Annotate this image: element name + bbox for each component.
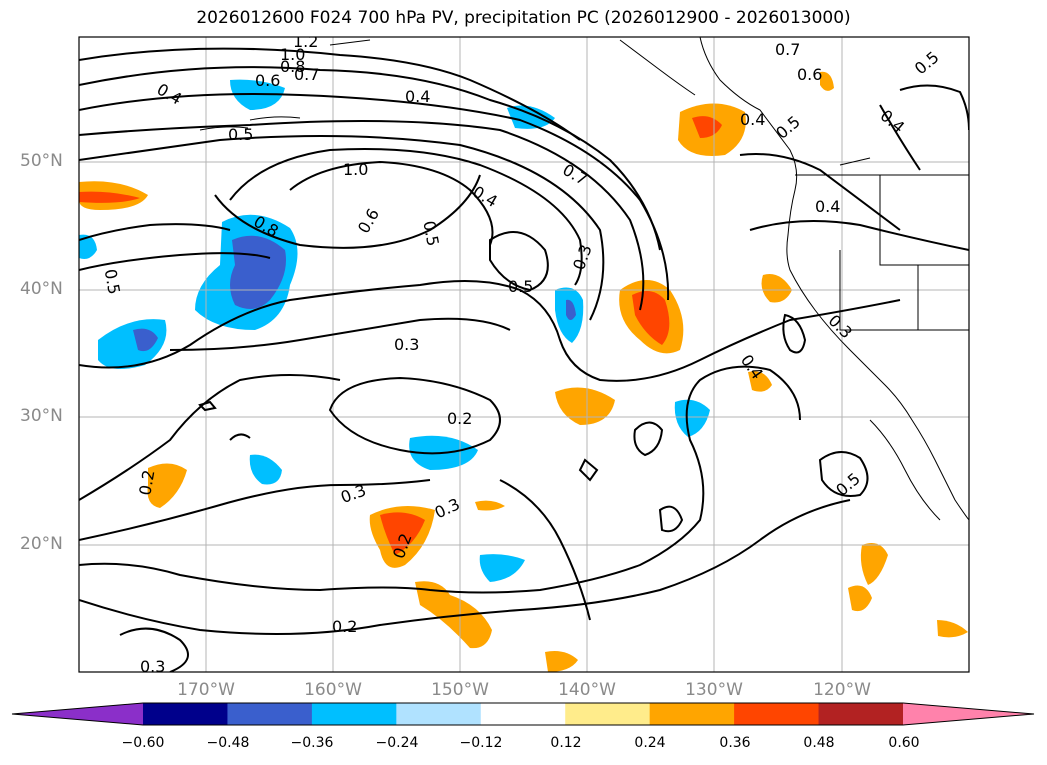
lat-label-20n: 20°N (20, 534, 63, 554)
colorbar-tick-label: −0.48 (206, 735, 250, 751)
contour-label: 0.5 (419, 219, 442, 247)
colorbar-segment (143, 703, 228, 725)
lat-label-50n: 50°N (20, 151, 63, 171)
contour-label: 0.5 (508, 277, 533, 296)
map-frame (78, 36, 970, 673)
precip-shading (79, 71, 968, 672)
contour-label: 0.7 (775, 40, 800, 59)
contour-label: 0.4 (877, 106, 909, 137)
colorbar (11, 702, 1035, 726)
lat-label-40n: 40°N (20, 279, 63, 299)
chart-title: 2026012600 F024 700 hPa PV, precipitatio… (196, 8, 851, 28)
colorbar-tick-label: −0.36 (290, 735, 334, 751)
colorbar-segment (734, 703, 820, 725)
contour-label: 0.2 (135, 468, 158, 496)
colorbar-tick-label: 0.48 (803, 735, 835, 751)
contour-label: 0.7 (294, 65, 319, 84)
colorbar-segment (565, 703, 651, 725)
contour-label: 1.2 (293, 32, 318, 51)
colorbar-tick-label: 0.60 (888, 735, 920, 751)
contour-label: 0.6 (797, 65, 822, 84)
colorbar-segment (227, 703, 313, 725)
lat-label-30n: 30°N (20, 406, 63, 426)
colorbar-segment (480, 703, 566, 725)
lon-label-130w: 130°W (685, 680, 743, 700)
graticule (79, 37, 969, 672)
colorbar-tick-label: 0.36 (719, 735, 751, 751)
contour-label: 0.3 (394, 335, 419, 354)
colorbar-segment (311, 703, 397, 725)
pv-contours (79, 47, 969, 672)
contour-label: 0.4 (154, 80, 186, 109)
contour-label: 0.3 (140, 657, 165, 676)
contour-label: 0.4 (740, 110, 765, 129)
colorbar-extend-min (12, 703, 143, 725)
colorbar-segment (396, 703, 482, 725)
contour-label: 0.3 (569, 242, 596, 272)
contour-label: 0.5 (228, 125, 253, 144)
contour-label: 0.3 (432, 494, 463, 522)
colorbar-outline (11, 702, 1035, 726)
colorbar-tick-label: −0.60 (121, 735, 165, 751)
contour-label: 1.0 (280, 45, 305, 64)
lon-label-120w: 120°W (813, 680, 871, 700)
contour-label: 0.8 (280, 57, 305, 76)
colorbar-tick-label: −0.24 (375, 735, 419, 751)
contour-label: 0.7 (559, 160, 591, 189)
colorbar-segment (818, 703, 904, 725)
lon-label-170w: 170°W (177, 680, 235, 700)
colorbar-segments (12, 703, 1034, 725)
colorbar-tick-label: 0.12 (550, 735, 582, 751)
lon-label-150w: 150°W (431, 680, 489, 700)
contour-label: 0.2 (447, 409, 472, 428)
contour-label: 0.5 (101, 268, 124, 296)
lon-label-140w: 140°W (558, 680, 616, 700)
contour-label: 0.4 (405, 87, 430, 106)
map-plot-area: 1.2 1.0 0.8 0.7 0.6 0.4 0.4 0.5 1.0 0.7 … (79, 32, 969, 676)
coastline (199, 37, 969, 521)
map-canvas: 1.2 1.0 0.8 0.7 0.6 0.4 0.4 0.5 1.0 0.7 … (78, 32, 970, 676)
colorbar-tick-label: −0.12 (459, 735, 503, 751)
contour-label: 0.2 (332, 617, 357, 636)
contour-label: 1.0 (343, 160, 368, 179)
contour-label: 0.4 (815, 197, 840, 216)
contour-label: 0.6 (255, 71, 280, 90)
contour-label: 0.6 (354, 205, 383, 237)
colorbar-extend-max (903, 703, 1034, 725)
colorbar-segment (649, 703, 735, 725)
colorbar-tick-label: 0.24 (634, 735, 666, 751)
contour-label: 0.5 (772, 112, 804, 143)
lon-label-160w: 160°W (304, 680, 362, 700)
contour-label: 0.5 (911, 47, 943, 78)
contour-label: 0.3 (825, 311, 856, 342)
